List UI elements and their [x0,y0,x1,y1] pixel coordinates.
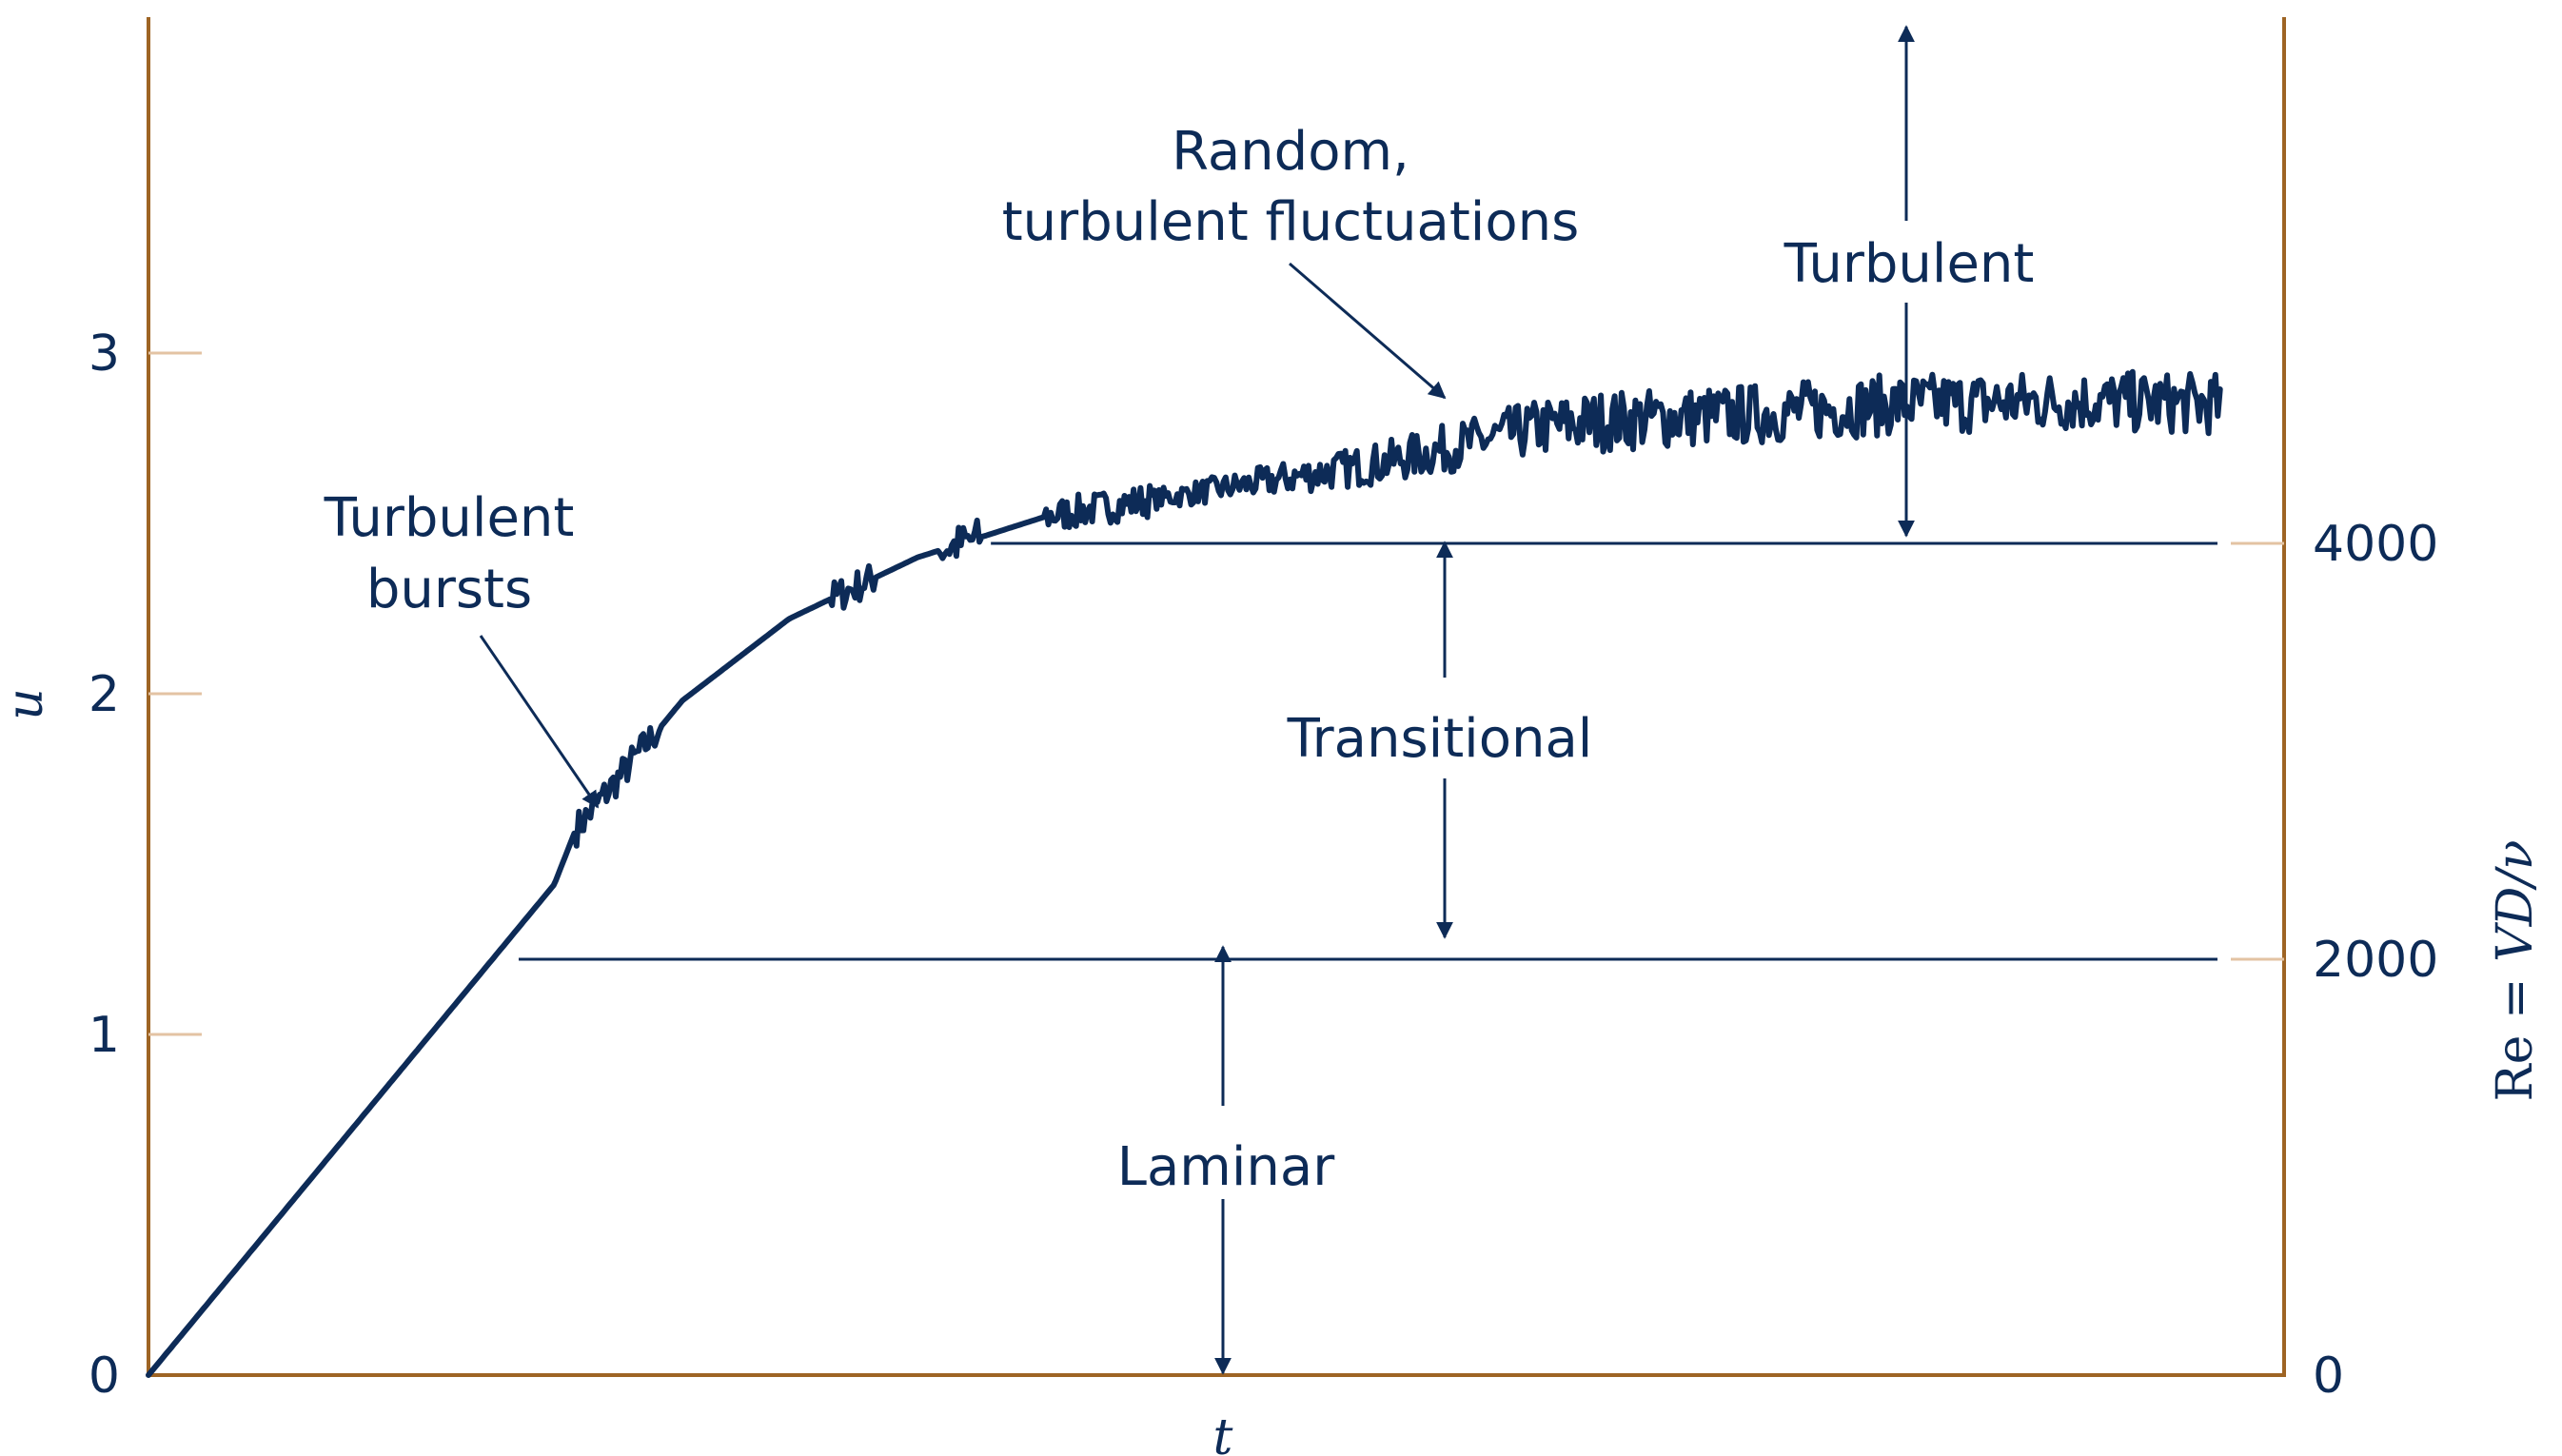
right-axis-ticks: 0 2000 4000 [2231,516,2438,1405]
right-tick-label: 4000 [2313,516,2438,573]
turbulent-regime-label: Turbulent [1784,233,2035,295]
left-tick-label: 0 [89,1348,120,1405]
laminar-regime-label: Laminar [1117,1136,1335,1198]
regime-threshold-lines [518,541,2217,961]
left-axis-ticks: 0 1 2 3 [89,325,202,1405]
re-label-ratio: VD/ν [2487,840,2544,962]
left-tick-label: 3 [89,325,120,383]
left-tick-label: 2 [89,666,120,723]
velocity-series-line [146,368,2223,1378]
series-layer [146,368,2223,1378]
turbulent-bursts-label-line2: bursts [366,559,532,620]
x-axis-label: t [1213,1409,1233,1456]
random-fluctuations-label-line2: turbulent fluctuations [1002,191,1580,253]
random-fluctuations-label-line1: Random, [1172,121,1409,183]
y-right-axis-label: Re = VD/ν [2487,840,2544,1102]
left-tick-label: 1 [89,1007,120,1064]
y-left-axis-label: u [0,688,54,720]
random-fluctuations-pointer [1289,262,1447,400]
transitional-regime-label: Transitional [1287,708,1593,770]
right-tick-label: 2000 [2313,932,2438,989]
turbulent-bursts-pointer [479,635,600,809]
turbulent-bursts-label-line1: Turbulent [324,487,575,549]
right-tick-label: 0 [2313,1348,2344,1405]
re-label-prefix: Re = [2487,962,2544,1102]
